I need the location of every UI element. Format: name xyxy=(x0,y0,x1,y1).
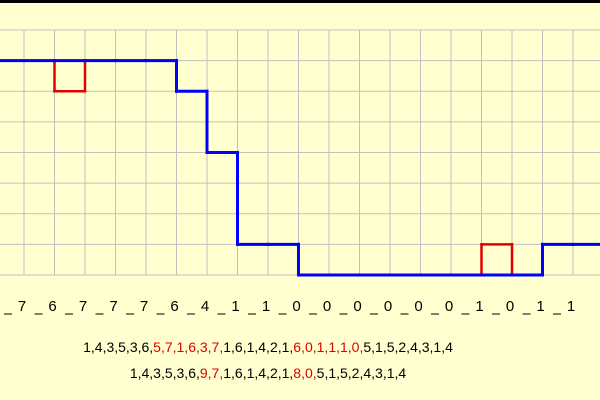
digit-label: 4 xyxy=(201,298,209,315)
sequence-line: 1,4,3,5,3,6,5,7,1,6,3,7,1,6,1,4,2,1,6,0,… xyxy=(83,339,453,355)
digit-label: 6 xyxy=(48,298,56,315)
sequence-part: 1,6,1,4,2,1, xyxy=(223,339,293,355)
digit-label: 1 xyxy=(536,298,544,315)
sequence-part: 8,0, xyxy=(293,365,316,381)
sequence-part: 5,1,5,2,4,3,1,4 xyxy=(363,339,453,355)
digit-label: 0 xyxy=(292,298,300,315)
digit-label: 0 xyxy=(353,298,361,315)
digit-label: 1 xyxy=(567,298,575,315)
digit-label: 0 xyxy=(323,298,331,315)
sequence-part: 1,4,3,5,3,6, xyxy=(83,339,153,355)
digit-label: 7 xyxy=(18,298,26,315)
digit-label: 0 xyxy=(506,298,514,315)
digit-label: 1 xyxy=(262,298,270,315)
top-border xyxy=(0,0,600,3)
digit-label: 6 xyxy=(170,298,178,315)
digit-label: 0 xyxy=(384,298,392,315)
sequence-part: 6,0,1,1,1,0, xyxy=(293,339,363,355)
sequence-part: 1,4,3,5,3,6, xyxy=(130,365,200,381)
digit-label: 1 xyxy=(475,298,483,315)
digit-label: 0 xyxy=(445,298,453,315)
sequence-part: 5,7,1,6,3,7, xyxy=(153,339,223,355)
sequence-line: 1,4,3,5,3,6,9,7,1,6,1,4,2,1,8,0,5,1,5,2,… xyxy=(130,365,407,381)
digit-label: 7 xyxy=(140,298,148,315)
digit-label: 7 xyxy=(79,298,87,315)
sequence-part: 5,1,5,2,4,3,1,4 xyxy=(317,365,407,381)
digit-label: 7 xyxy=(109,298,117,315)
digit-label: 1 xyxy=(231,298,239,315)
digit-label: 0 xyxy=(414,298,422,315)
sequence-part: 1,6,1,4,2,1, xyxy=(223,365,293,381)
sequence-part: 9,7, xyxy=(200,365,223,381)
